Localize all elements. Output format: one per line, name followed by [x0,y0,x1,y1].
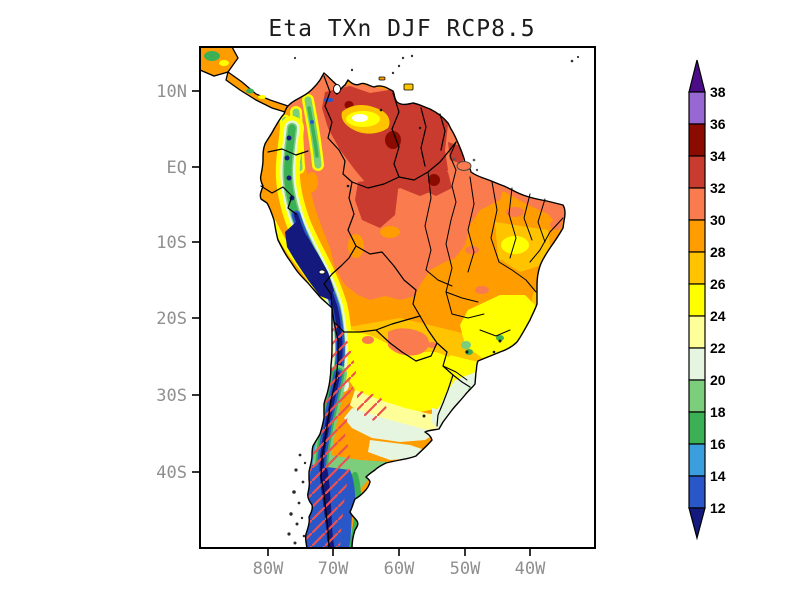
colorbar-segment-16-18 [688,411,706,445]
colorbar-segment-26-28 [688,251,706,285]
colorbar-label-24: 24 [710,308,726,324]
colorbar-label-16: 16 [710,436,726,452]
colorbar-segment-18-20 [688,379,706,413]
lat-label-40s: 40S [156,463,187,483]
colorbar-segment-32-34 [688,155,706,189]
lat-label-10s: 10S [156,233,187,253]
colorbar-label-22: 22 [710,340,726,356]
andes-peru-navy-core [285,222,334,300]
lon-label-40w: 40W [515,559,546,579]
colorbar-segment-24-26 [688,283,706,317]
colorbar-label-38: 38 [710,84,726,100]
colorbar-label-36: 36 [710,116,726,132]
lat-label-30s: 30S [156,386,187,406]
lat-label-20s: 20S [156,309,187,329]
colorbar-segment-22-24 [688,315,706,349]
lat-label-10n: 10N [156,82,187,102]
colorbar-label-30: 30 [710,212,726,228]
map-plot-area [200,47,580,548]
colorbar-segment-28-30 [688,219,706,253]
country-borders [260,75,471,548]
colorbar-label-12: 12 [710,500,726,516]
lake-titicaca [318,269,326,275]
lake-maracaibo [333,84,341,94]
lat-axis: 10N EQ 10S 20S 30S 40S [156,82,200,483]
colorbar-label-18: 18 [710,404,726,420]
venezuela-pale-core [352,114,368,122]
colorbar-segment-20-22 [688,347,706,381]
panama-green-spot [246,88,254,94]
andes-ecuador-cold-dots [284,135,295,201]
colorbar: 38 36 34 32 30 28 26 24 22 20 18 16 14 1… [688,59,726,541]
colorbar-label-34: 34 [710,148,726,164]
lon-label-50w: 50W [450,559,481,579]
colorbar-segment-36-38 [688,91,706,125]
state-borders [424,141,564,381]
lat-label-eq: EQ [167,158,187,178]
colorbar-label-26: 26 [710,276,726,292]
figure-title: Eta TXn DJF RCP8.5 [268,16,535,42]
colorbar-segment-30-32 [688,187,706,221]
colorbar-arrow-above-38 [688,59,706,93]
colorbar-arrow-below-12 [688,507,706,541]
fjord-island-speckles [287,453,307,545]
colorbar-label-20: 20 [710,372,726,388]
colorbar-segment-34-36 [688,123,706,157]
lon-label-70w: 70W [318,559,349,579]
map-frame [199,46,596,549]
region-costa-rica-green [204,51,220,61]
panama-yellow-spot [258,95,266,99]
lon-label-80w: 80W [253,559,284,579]
colorbar-segment-14-16 [688,443,706,477]
islands [293,54,580,172]
lon-label-60w: 60W [384,559,415,579]
lon-axis: 80W 70W 60W 50W 40W [253,548,546,579]
colorbar-label-14: 14 [710,468,726,484]
colorbar-segment-12-14 [688,475,706,509]
central-america-yellow-spot [219,60,229,66]
colorbar-label-32: 32 [710,180,726,196]
colorbar-label-28: 28 [710,244,726,260]
